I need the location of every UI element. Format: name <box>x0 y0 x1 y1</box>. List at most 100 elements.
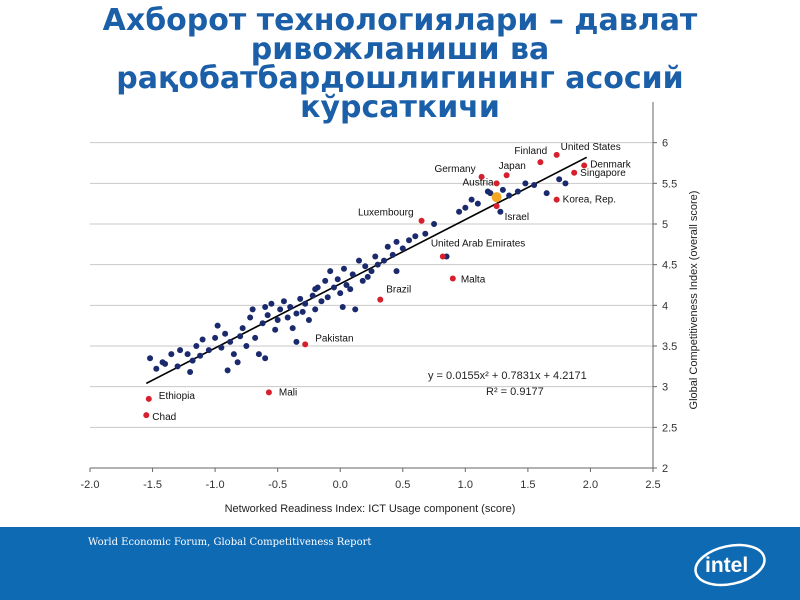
data-point <box>384 243 391 250</box>
data-point <box>309 292 316 299</box>
point-label: Malta <box>461 274 486 285</box>
intel-logo: intel <box>694 543 766 587</box>
data-point <box>187 369 194 376</box>
labeled-point <box>503 172 510 179</box>
data-point <box>234 359 241 366</box>
data-point <box>274 316 281 323</box>
point-label: Brazil <box>386 285 411 296</box>
data-point <box>168 351 175 358</box>
point-label: Chad <box>152 412 176 423</box>
labeled-point <box>553 151 560 158</box>
labeled-point <box>143 412 150 419</box>
labeled-point <box>553 196 560 203</box>
data-point <box>199 336 206 343</box>
data-point <box>543 190 550 197</box>
footer-bar: World Economic Forum, Global Competitive… <box>0 527 800 600</box>
data-point <box>522 180 529 187</box>
data-point <box>349 271 356 278</box>
data-point <box>262 355 269 362</box>
data-point <box>218 344 225 351</box>
point-label: Israel <box>505 212 529 223</box>
intel-logo-text: intel <box>705 554 748 577</box>
chart-ticks: -2.0 -1.5 -1.0 -0.5 0.0 0.5 1.0 1.5 2.0 2.522.533… <box>81 138 678 491</box>
y-tick-label: 4 <box>662 300 668 312</box>
data-point <box>340 265 347 272</box>
data-point <box>324 294 331 301</box>
data-point <box>230 351 237 358</box>
y-tick-label: 3.5 <box>662 341 677 353</box>
labeled-point <box>493 180 500 187</box>
data-point <box>456 208 463 215</box>
data-point <box>406 237 413 244</box>
point-label: Pakistan <box>315 333 353 344</box>
labeled-point <box>493 203 500 210</box>
data-point <box>422 230 429 237</box>
point-label: Germany <box>434 164 475 175</box>
y-tick-label: 2.5 <box>662 422 677 434</box>
x-tick-label: -1.0 <box>206 479 225 491</box>
data-point <box>381 257 388 264</box>
data-point <box>205 347 212 354</box>
data-point <box>514 188 521 195</box>
chart-grid <box>90 142 653 469</box>
data-point <box>364 273 371 280</box>
data-point <box>327 268 334 275</box>
data-point <box>487 190 494 197</box>
data-point <box>284 314 291 321</box>
data-point <box>227 338 234 345</box>
data-point <box>259 320 266 327</box>
data-point <box>431 221 438 227</box>
x-tick-label: -0.5 <box>268 479 287 491</box>
labeled-point <box>581 162 588 169</box>
labeled-point <box>439 253 446 260</box>
labeled-point <box>537 159 544 166</box>
data-point <box>368 268 375 275</box>
x-tick-label: 2.5 <box>645 479 660 491</box>
data-point <box>193 343 200 349</box>
point-label: Korea, Rep. <box>563 195 616 206</box>
data-point <box>264 312 271 319</box>
y-tick-label: 6 <box>662 138 668 150</box>
data-point <box>252 334 259 341</box>
data-point <box>197 352 204 359</box>
x-axis-label: Networked Readiness Index: ICT Usage com… <box>225 503 516 515</box>
data-point <box>362 263 369 270</box>
trend-equation: y = 0.0155x² + 0.7831x + 4.2171 <box>428 370 587 382</box>
data-point <box>239 325 246 332</box>
data-point <box>343 282 350 288</box>
source-caption: World Economic Forum, Global Competitive… <box>88 537 372 548</box>
y-tick-label: 5.5 <box>662 178 677 190</box>
data-point <box>153 365 160 372</box>
data-point <box>280 298 287 305</box>
chart-points <box>143 151 588 419</box>
point-label: Mali <box>279 387 297 398</box>
scatter-chart: -2.0 -1.5 -1.0 -0.5 0.0 0.5 1.0 1.5 2.0 2.522.533… <box>81 102 700 515</box>
data-point <box>499 186 506 193</box>
data-point <box>268 300 275 307</box>
data-point <box>293 310 300 317</box>
point-label: Austria <box>462 177 494 188</box>
slide-title: Ахборот технологиялари – давлат ривожлан… <box>102 3 698 125</box>
data-point <box>255 351 262 358</box>
data-point <box>359 277 366 284</box>
x-tick-label: -1.5 <box>143 479 162 491</box>
data-point <box>339 303 346 310</box>
r-squared: R² = 0.9177 <box>486 386 544 398</box>
y-tick-label: 5 <box>662 219 668 231</box>
point-label: United States <box>561 142 621 153</box>
data-point <box>243 343 250 349</box>
data-point <box>312 286 319 293</box>
data-point <box>399 245 406 252</box>
data-point <box>355 257 362 264</box>
data-point <box>302 300 309 307</box>
labeled-point <box>302 341 309 348</box>
y-axis-label: Global Competitiveness Index (overall sc… <box>688 191 700 410</box>
data-point <box>556 176 563 183</box>
data-point <box>147 355 154 362</box>
labeled-point <box>418 217 425 224</box>
data-point <box>237 333 244 340</box>
data-point <box>372 253 379 260</box>
y-tick-label: 3 <box>662 382 668 394</box>
data-point <box>334 276 341 283</box>
data-point <box>347 286 354 293</box>
